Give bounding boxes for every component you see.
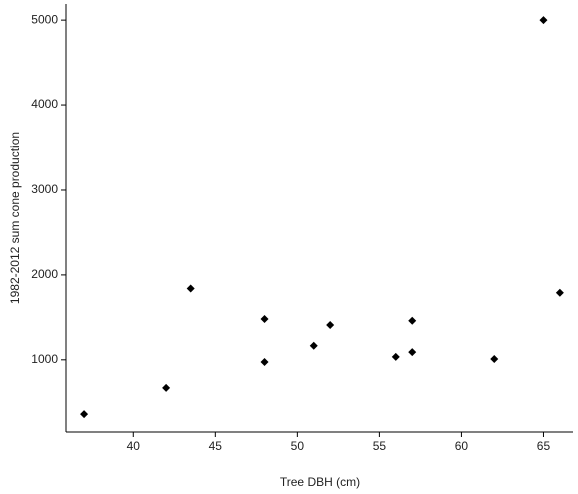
point [391,352,400,361]
x-tick-label: 50 [291,439,305,453]
point [408,316,417,325]
x-tick-label: 55 [373,439,387,453]
y-tick-label: 1000 [31,352,58,366]
x-tick-label: 45 [209,439,223,453]
point [490,354,499,363]
point [260,315,269,324]
x-tick-label: 60 [455,439,469,453]
x-tick-label: 65 [537,439,551,453]
point [309,341,318,350]
x-tick-label: 40 [127,439,141,453]
point [555,288,564,297]
point [408,348,417,357]
point [186,284,195,293]
point [539,16,548,25]
x-axis-title: Tree DBH (cm) [280,475,360,489]
y-tick-label: 2000 [31,267,58,281]
point [326,321,335,329]
point [80,410,89,419]
y-tick-label: 3000 [31,182,58,196]
y-tick-label: 4000 [31,97,58,111]
point [260,357,269,366]
point [162,383,171,392]
y-tick-label: 5000 [31,12,58,26]
y-axis-title: 1982-2012 sum cone production [8,132,22,304]
